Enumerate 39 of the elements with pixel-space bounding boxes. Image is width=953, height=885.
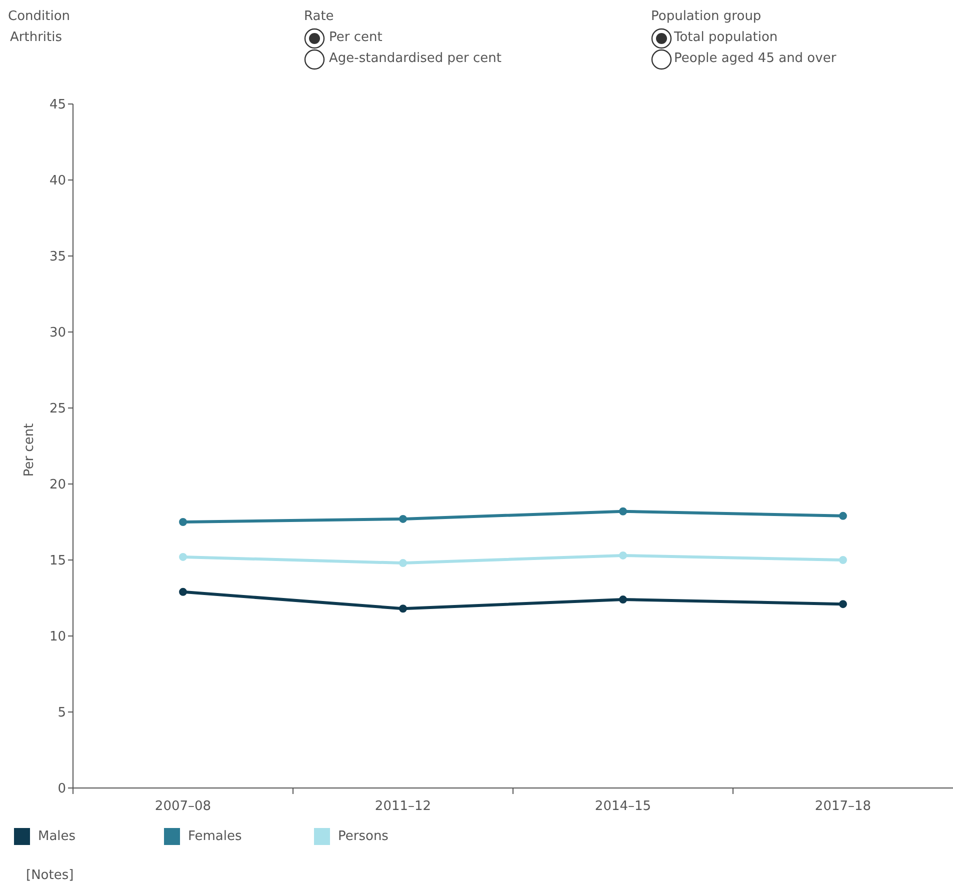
point — [179, 588, 187, 596]
point — [399, 559, 407, 568]
text: Age-standardised per cent — [329, 51, 502, 66]
text: Total population — [674, 30, 778, 45]
y-tick-label: 35 — [49, 250, 66, 265]
y-tick-label: 15 — [49, 554, 66, 569]
y-tick-label: 45 — [49, 98, 66, 113]
text: [Notes] — [26, 868, 74, 883]
text: Condition — [8, 9, 70, 24]
point — [179, 552, 187, 561]
y-tick-label: 20 — [49, 478, 66, 493]
x-tick-label: 2007–08 — [154, 799, 212, 814]
point — [399, 604, 407, 613]
point — [619, 551, 627, 560]
x-tick-label: 2014–15 — [594, 799, 652, 814]
point — [619, 507, 627, 516]
y-tick-label: 0 — [58, 782, 66, 797]
point — [179, 518, 187, 526]
text: Rate — [304, 9, 334, 24]
legend-label: Persons — [338, 829, 388, 844]
text: Arthritis — [10, 30, 62, 45]
point — [839, 600, 847, 608]
y-axis-title: Per cent — [22, 423, 37, 477]
point — [619, 596, 627, 604]
point — [839, 556, 847, 564]
point — [399, 514, 407, 523]
y-tick-label: 10 — [49, 630, 66, 645]
y-tick-label: 25 — [49, 402, 66, 417]
text: Population group — [651, 9, 762, 24]
x-tick-label: 2017–18 — [814, 799, 872, 814]
text: People aged 45 and over — [674, 51, 836, 66]
legend-label: Females — [188, 829, 242, 844]
x-tick-label: 2011–12 — [374, 799, 432, 814]
y-tick-label: 5 — [58, 706, 66, 721]
text: Per cent — [329, 30, 382, 45]
y-tick-label: 40 — [49, 174, 66, 189]
point — [839, 512, 847, 520]
y-tick-label: 30 — [49, 326, 66, 341]
legend-label: Males — [38, 829, 76, 844]
